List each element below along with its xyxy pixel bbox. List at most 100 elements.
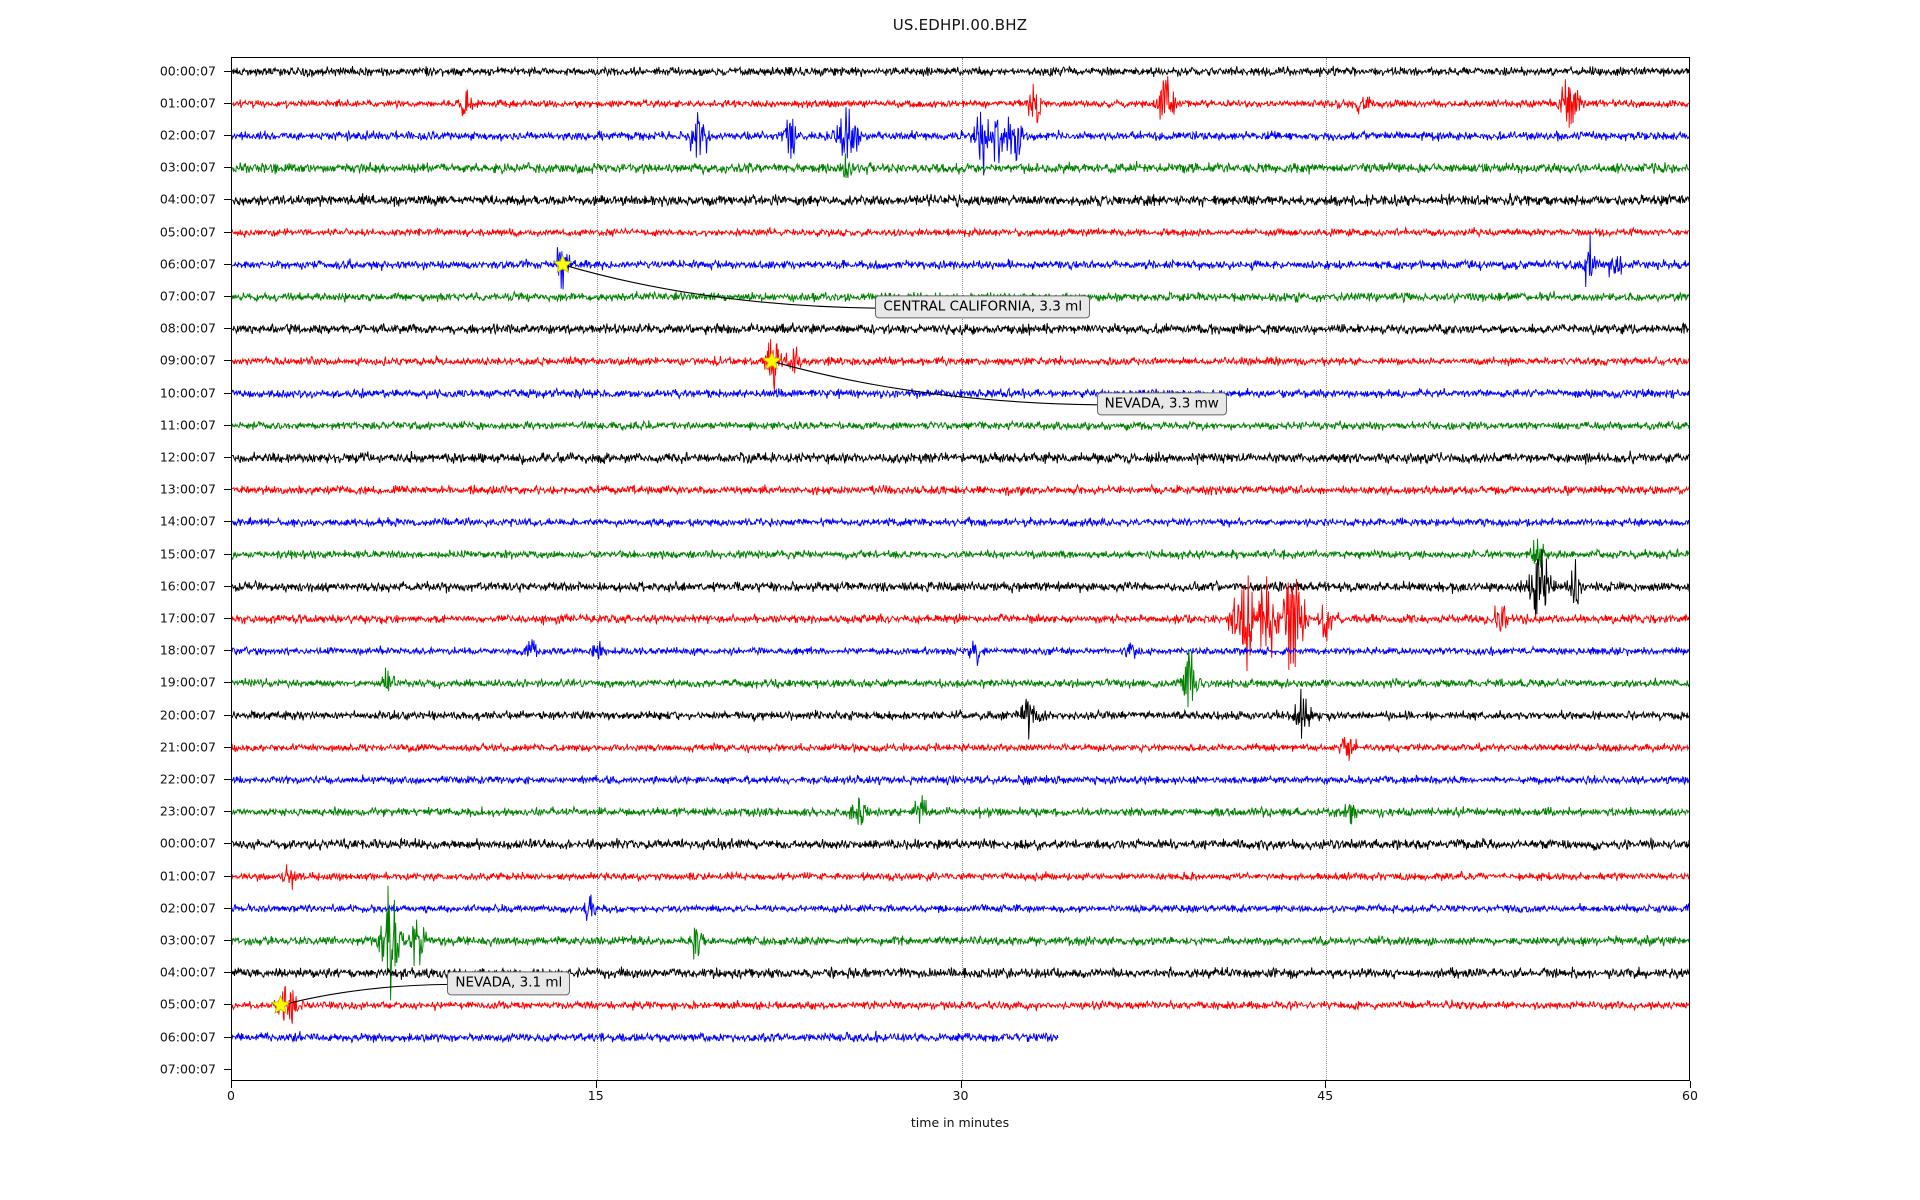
y-tick-label: 15:00:07 [159, 546, 216, 561]
y-tick-label: 11:00:07 [159, 417, 216, 433]
y-tick-mark [224, 907, 231, 909]
y-tick-mark [224, 617, 231, 619]
trace-line [232, 193, 1689, 208]
y-tick-label: 23:00:07 [159, 803, 216, 819]
y-tick-label: 19:00:07 [159, 674, 216, 690]
trace-line [232, 516, 1689, 529]
x-tick-mark [231, 1081, 232, 1088]
x-tick-mark [1325, 1081, 1327, 1088]
y-tick-mark [224, 714, 231, 716]
y-tick-mark [224, 199, 231, 201]
y-tick-label: 21:00:07 [159, 739, 216, 755]
earthquake-star-marker[interactable] [761, 350, 782, 370]
y-tick-label: 10:00:07 [159, 385, 216, 400]
trace-line [232, 233, 1689, 290]
y-tick-mark [224, 778, 231, 780]
y-tick-mark [224, 263, 231, 265]
x-tick-label: 60 [1682, 1088, 1698, 1103]
y-tick-label: 08:00:07 [159, 320, 216, 336]
y-tick-mark [224, 424, 231, 426]
trace-line [232, 65, 1689, 78]
trace-line [232, 639, 1689, 666]
trace-line [232, 774, 1689, 786]
y-tick-mark [224, 972, 231, 974]
y-tick-label: 06:00:07 [159, 1029, 216, 1044]
trace-line [232, 538, 1689, 568]
y-tick-label: 17:00:07 [159, 610, 216, 626]
y-tick-label: 03:00:07 [159, 932, 216, 948]
seismic-traces [232, 58, 1689, 1080]
y-tick-mark [224, 746, 231, 748]
trace-line [232, 419, 1689, 432]
y-tick-mark [224, 360, 231, 362]
y-tick-mark [224, 489, 231, 491]
x-tick-label: 45 [1317, 1088, 1334, 1103]
callout-leader-line [280, 983, 449, 1006]
y-tick-label: 18:00:07 [159, 642, 216, 658]
y-tick-label: 01:00:07 [159, 95, 216, 111]
y-tick-mark [224, 167, 231, 169]
earthquake-star-marker[interactable] [270, 994, 291, 1014]
y-tick-label: 20:00:07 [159, 707, 216, 722]
y-tick-mark [224, 392, 231, 394]
x-tick-mark [595, 1081, 597, 1088]
x-tick-label: 15 [587, 1088, 604, 1103]
x-tick-mark [960, 1081, 962, 1088]
trace-line [232, 153, 1689, 178]
y-tick-label: 09:00:07 [159, 352, 216, 368]
y-tick-mark [224, 811, 231, 813]
x-axis-label: time in minutes [910, 1115, 1010, 1130]
y-tick-label: 22:00:07 [159, 771, 216, 787]
gridline [961, 58, 963, 1080]
trace-line [232, 107, 1689, 176]
x-tick-label: 30 [952, 1088, 969, 1103]
trace-line [232, 76, 1689, 128]
y-tick-mark [224, 1004, 231, 1006]
trace-line [232, 386, 1689, 400]
earthquake-star-marker[interactable] [552, 254, 573, 274]
x-tick-mark [1690, 1081, 1691, 1088]
y-tick-mark [224, 939, 231, 941]
plot-axes [231, 57, 1690, 1081]
y-tick-mark [224, 553, 231, 555]
y-tick-label: 00:00:07 [159, 63, 216, 78]
trace-line [232, 986, 1689, 1024]
trace-line [232, 894, 1689, 921]
y-tick-mark [224, 875, 231, 877]
y-tick-mark [224, 295, 231, 297]
y-tick-label: 14:00:07 [159, 513, 216, 529]
trace-canvas [232, 65, 1689, 1044]
trace-line [232, 1030, 1059, 1044]
y-tick-label: 02:00:07 [159, 900, 216, 916]
y-tick-mark [224, 682, 231, 684]
trace-line [232, 736, 1689, 761]
y-tick-label: 07:00:07 [159, 1061, 216, 1077]
y-tick-mark [224, 521, 231, 523]
y-tick-mark [224, 456, 231, 458]
gridline [596, 58, 598, 1080]
y-tick-mark [224, 102, 231, 104]
event-callout-leaders [232, 58, 1689, 1080]
y-tick-label: 05:00:07 [159, 224, 216, 239]
y-tick-label: 04:00:07 [159, 191, 216, 207]
trace-line [232, 688, 1689, 740]
y-tick-label: 01:00:07 [159, 868, 216, 883]
y-tick-mark [224, 843, 231, 845]
y-tick-mark [224, 1036, 231, 1038]
event-callout-1[interactable]: CENTRAL CALIFORNIA, 3.3 ml [875, 295, 1091, 319]
callout-leader-line [562, 264, 877, 309]
y-tick-label: 03:00:07 [159, 159, 216, 175]
trace-line [232, 321, 1689, 336]
y-tick-label: 02:00:07 [159, 127, 216, 143]
event-callout-3[interactable]: NEVADA, 3.1 ml [447, 971, 571, 995]
event-callout-2[interactable]: NEVADA, 3.3 mw [1096, 392, 1227, 416]
trace-line [232, 450, 1689, 466]
trace-line [232, 575, 1689, 672]
annotation-canvas [270, 254, 1098, 1014]
trace-line [232, 483, 1689, 497]
trace-line [232, 864, 1689, 890]
gridline [1326, 58, 1328, 1080]
y-tick-label: 04:00:07 [159, 964, 216, 980]
y-tick-mark [224, 70, 231, 72]
